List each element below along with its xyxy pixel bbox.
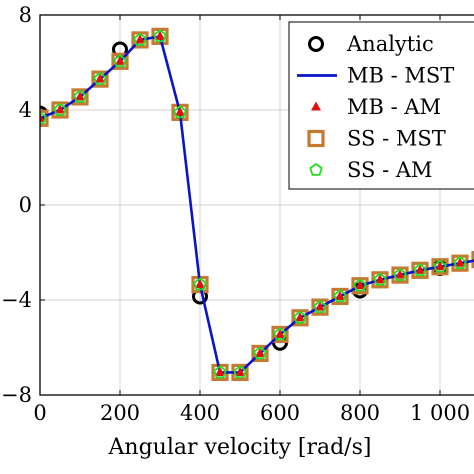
x-tick-label: 400	[180, 401, 220, 425]
legend-label-mb-mst: MB - MST	[347, 64, 454, 88]
legend-label-ss-am: SS - AM	[347, 158, 433, 182]
data-point-mb-am	[155, 30, 165, 40]
data-point-ss-am	[213, 365, 227, 379]
data-point-mb-am	[55, 104, 65, 114]
data-point-ss-am	[273, 327, 287, 341]
y-tick-label: −8	[1, 383, 32, 407]
data-point-ss-am	[433, 259, 447, 273]
data-point-ss-am	[353, 278, 367, 292]
x-tick-label: 200	[100, 401, 140, 425]
data-point-mb-am	[135, 34, 145, 44]
data-point-ss-am	[193, 277, 207, 291]
y-tick-label: 8	[19, 3, 32, 27]
x-tick-label: 1 000	[410, 401, 470, 425]
legend-swatch-analytic	[308, 36, 324, 52]
data-point-mb-am	[455, 257, 465, 267]
series-mb-am	[40, 30, 465, 376]
data-point-ss-am	[333, 289, 347, 303]
data-point-ss-am	[413, 263, 427, 277]
data-point-mb-am	[415, 264, 425, 274]
data-point-mb-am	[355, 280, 365, 290]
y-tick-label: 0	[19, 193, 32, 217]
data-point-ss-am	[40, 111, 47, 125]
data-point-ss-am	[233, 365, 247, 379]
series-ss-am	[40, 29, 474, 379]
data-point-mb-am	[315, 301, 325, 311]
data-point-mb-am	[115, 55, 125, 65]
legend-swatch-ss-am	[309, 162, 323, 176]
data-point-mb-am	[295, 312, 305, 322]
data-point-ss-am	[93, 72, 107, 85]
data-point-mb-am	[375, 274, 385, 284]
data-point-mb-am	[195, 279, 205, 289]
data-point-mb-am	[95, 73, 105, 83]
data-point-mb-am	[435, 261, 445, 271]
data-point-ss-mst	[40, 109, 49, 127]
data-point-mb-am	[335, 290, 345, 300]
y-tick-label: −4	[1, 288, 32, 312]
data-point-ss-am	[253, 346, 267, 360]
legend-swatch-ss-mst	[307, 129, 325, 148]
data-point-ss-am	[373, 272, 387, 286]
x-tick-label: 0	[33, 401, 46, 425]
data-point-ss-am	[133, 32, 147, 46]
data-point-ss-am	[113, 54, 127, 68]
data-point-ss-am	[53, 102, 67, 116]
data-point-mb-am	[75, 91, 85, 101]
data-point-mb-am	[235, 366, 245, 376]
plot-frame	[39, 14, 474, 396]
legend-label-analytic: Analytic	[346, 32, 434, 56]
data-point-ss-am	[173, 105, 187, 119]
y-tick-label: 4	[19, 98, 32, 122]
data-point-ss-am	[293, 310, 307, 324]
tick-labels: 0 200 400 600 800 1 000 −8 −4 0 4 8	[1, 3, 470, 425]
data-point-mb-am	[275, 328, 285, 338]
legend-label-mb-am: MB - AM	[347, 95, 441, 119]
data-point-ss-am	[393, 267, 407, 281]
x-tick-label: 800	[340, 401, 380, 425]
data-point-ss-am	[153, 29, 167, 43]
data-point-ss-am	[313, 300, 327, 313]
data-point-mb-am	[215, 366, 225, 376]
data-point-ss-am	[453, 256, 467, 269]
x-axis-label: Angular velocity [rad/s]	[108, 435, 372, 460]
data-point-mb-am	[175, 106, 185, 116]
legend: Analytic MB - MST MB - AM SS - MST SS - AM	[288, 21, 474, 190]
data-point-ss-am	[73, 89, 87, 103]
x-tick-label: 600	[260, 401, 300, 425]
data-point-mb-am	[395, 269, 405, 279]
data-point-mb-am	[40, 112, 45, 122]
legend-label-ss-mst: SS - MST	[347, 127, 446, 151]
data-point-mb-am	[255, 347, 265, 357]
plot-series	[40, 27, 474, 382]
legend-swatch-mb-am	[311, 101, 321, 111]
